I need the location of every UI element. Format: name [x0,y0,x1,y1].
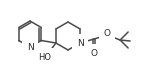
Text: N: N [77,38,84,48]
Text: O: O [104,29,111,38]
Text: HO: HO [38,52,51,61]
Text: O: O [91,48,98,58]
Text: N: N [27,42,33,51]
